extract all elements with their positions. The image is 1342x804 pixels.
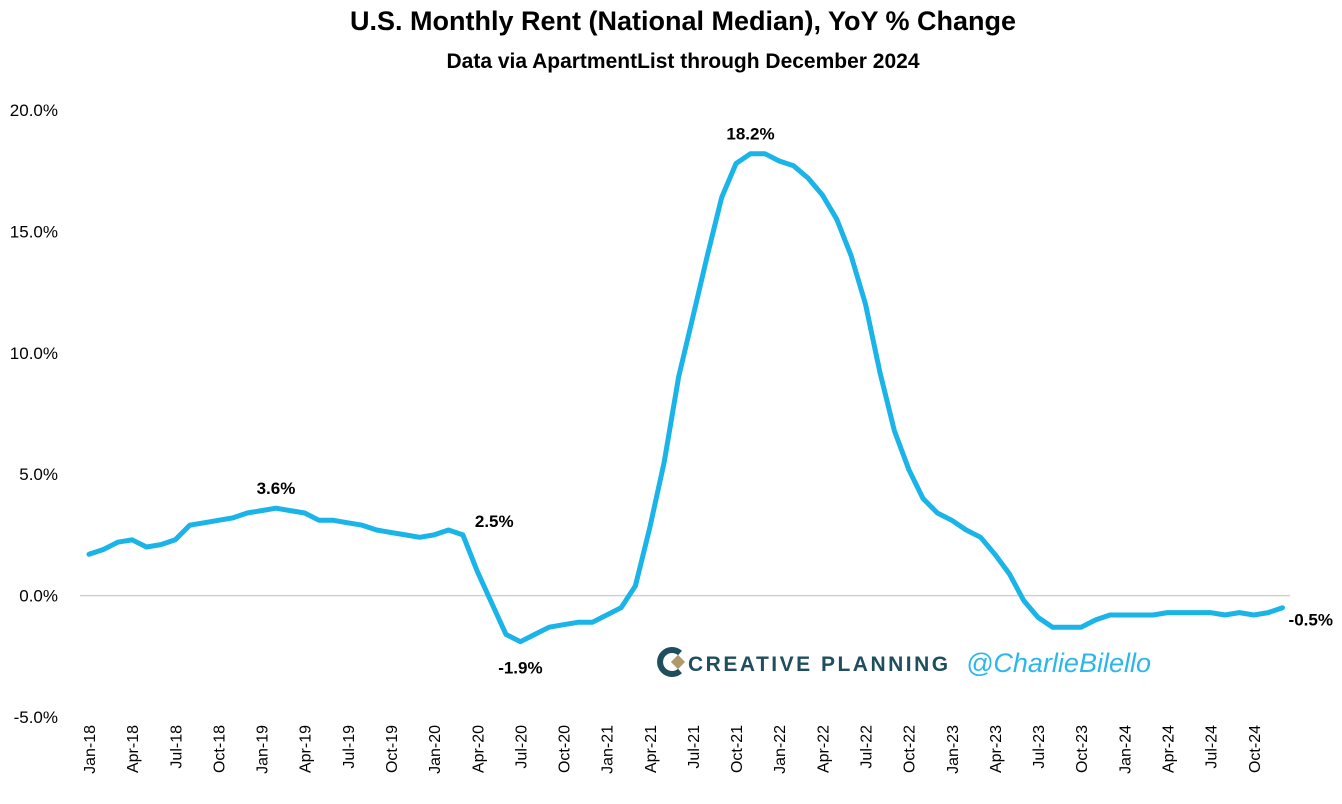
watermark-logo [657, 647, 686, 677]
x-tick-label: Jul-18 [168, 725, 185, 769]
chart-subtitle: Data via ApartmentList through December … [446, 50, 919, 73]
x-tick-label: Jul-21 [686, 725, 703, 769]
data-label: -1.9% [498, 659, 542, 678]
x-tick-label: Apr-24 [1161, 725, 1178, 773]
x-tick-label: Oct-18 [211, 725, 228, 773]
logo-arc [657, 647, 682, 677]
x-tick-label: Apr-18 [125, 725, 142, 773]
x-tick-label: Jan-18 [82, 725, 99, 774]
x-tick-label: Jul-20 [513, 725, 530, 769]
x-tick-label: Oct-19 [384, 725, 401, 773]
logo-diamond [670, 654, 686, 670]
x-tick-label: Apr-23 [988, 725, 1005, 773]
data-label: 18.2% [726, 125, 774, 144]
x-tick-label: Apr-20 [470, 725, 487, 773]
x-tick-label: Apr-19 [298, 725, 315, 773]
x-tick-label: Jan-24 [1117, 725, 1134, 774]
x-tick-label: Jan-22 [772, 725, 789, 774]
line-series [86, 151, 1285, 645]
y-tick-label: 5.0% [19, 465, 58, 484]
x-tick-label: Jan-23 [945, 725, 962, 774]
watermark-handle: @CharlieBilello [966, 648, 1151, 678]
y-tick-label: 15.0% [10, 222, 58, 241]
x-tick-label: Jul-23 [1031, 725, 1048, 769]
x-tick-label: Apr-22 [815, 725, 832, 773]
y-tick-label: -5.0% [14, 708, 58, 727]
x-tick-label: Oct-22 [902, 725, 919, 773]
x-tick-label: Jul-24 [1204, 725, 1221, 769]
chart-title: U.S. Monthly Rent (National Median), YoY… [350, 6, 1016, 36]
y-tick-label: 20.0% [10, 101, 58, 120]
x-tick-label: Jan-21 [600, 725, 617, 774]
data-label: 2.5% [475, 512, 514, 531]
x-tick-label: Jan-19 [255, 725, 272, 774]
y-tick-label: 10.0% [10, 344, 58, 363]
x-tick-label: Jul-19 [341, 725, 358, 769]
y-tick-label: 0.0% [19, 587, 58, 606]
data-label: 3.6% [257, 479, 296, 498]
x-tick-label: Apr-21 [643, 725, 660, 773]
x-tick-label: Jan-20 [427, 725, 444, 774]
x-tick-label: Oct-23 [1074, 725, 1091, 773]
x-tick-label: Oct-24 [1247, 725, 1264, 773]
data-label: -0.5% [1289, 611, 1333, 630]
watermark-brand: CREATIVE PLANNING [688, 653, 951, 676]
x-tick-label: Oct-20 [557, 725, 574, 773]
x-tick-label: Jul-22 [859, 725, 876, 769]
x-tick-label: Oct-21 [729, 725, 746, 773]
